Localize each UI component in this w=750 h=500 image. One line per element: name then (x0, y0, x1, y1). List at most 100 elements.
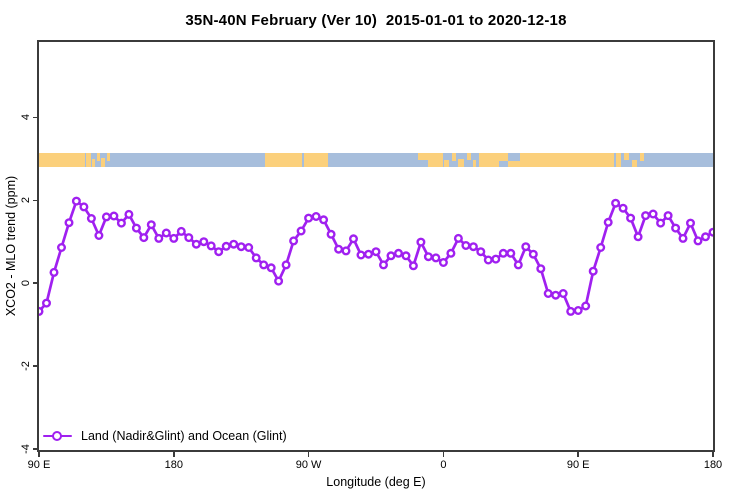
data-point-marker (349, 234, 359, 244)
data-point-marker (79, 202, 89, 212)
data-point-marker (461, 240, 471, 250)
data-point-marker (618, 203, 628, 213)
land-segment (466, 152, 472, 160)
coastline-strip (39, 152, 713, 168)
land-segment (507, 160, 520, 168)
land-segment (616, 152, 621, 168)
plot-border-left (37, 40, 39, 452)
data-point-marker (603, 217, 613, 227)
land-segment (639, 152, 645, 162)
plot-border-top (37, 40, 715, 42)
x-tick-label: 90 E (27, 459, 51, 471)
data-point-marker (708, 227, 713, 237)
data-point-marker (423, 252, 433, 262)
series-line (39, 198, 713, 313)
data-point-marker (266, 263, 276, 273)
land-segment (472, 159, 477, 168)
data-point-marker (438, 257, 448, 267)
data-point-marker (214, 247, 224, 257)
plot-border-right (713, 40, 715, 452)
x-tick-label: 90 W (295, 459, 322, 471)
data-point-marker (521, 242, 531, 252)
data-point-marker (251, 253, 261, 263)
y-tick-mark (33, 199, 38, 202)
data-point-marker (671, 223, 681, 233)
data-point-marker (394, 248, 404, 258)
x-tick-label: 180 (164, 459, 183, 471)
data-point-marker (416, 237, 426, 247)
data-point-marker (199, 237, 209, 247)
data-point-marker (49, 267, 59, 277)
data-point-marker (498, 248, 508, 258)
data-point-marker (581, 301, 591, 311)
data-point-marker (326, 229, 336, 239)
chart-title: 35N-40N February (Ver 10) 2015-01-01 to … (185, 12, 567, 29)
legend-line-marker-icon (43, 428, 72, 444)
land-segment (519, 152, 615, 168)
data-series-svg (39, 196, 713, 316)
data-point-marker (468, 242, 478, 252)
data-point-marker (206, 241, 216, 251)
legend-open-circle-icon (52, 430, 63, 441)
data-point-marker (169, 233, 179, 243)
data-point-marker (64, 218, 74, 228)
data-point-marker (648, 209, 658, 219)
data-point-marker (124, 209, 134, 219)
data-point-marker (566, 306, 576, 316)
data-point-marker (191, 239, 201, 249)
data-point-marker (663, 211, 673, 221)
data-point-marker (311, 211, 321, 221)
x-tick-mark (173, 452, 175, 457)
data-point-marker (161, 228, 171, 238)
data-point-marker (453, 233, 463, 243)
data-point-marker (408, 261, 418, 271)
data-point-marker (94, 230, 104, 240)
data-point-marker (154, 233, 164, 243)
data-point-marker (693, 236, 703, 246)
data-point-marker (551, 290, 561, 300)
data-point-marker (244, 242, 254, 252)
data-point-marker (633, 232, 643, 242)
data-point-marker (259, 260, 269, 270)
data-point-marker (176, 226, 186, 236)
data-point-marker (229, 239, 239, 249)
data-point-marker (281, 260, 291, 270)
land-segment (444, 159, 449, 168)
land-segment (479, 152, 499, 168)
data-point-marker (341, 246, 351, 256)
data-point-marker (506, 248, 516, 258)
y-tick-mark (33, 448, 38, 450)
land-segment (97, 152, 101, 161)
data-point-marker (701, 232, 711, 242)
data-point-marker (71, 196, 81, 206)
data-point-marker (41, 298, 51, 308)
data-point-marker (401, 251, 411, 261)
data-point-marker (86, 213, 96, 223)
land-segment (428, 152, 444, 168)
data-point-marker (236, 242, 246, 252)
data-point-marker (491, 254, 501, 264)
data-point-marker (611, 198, 621, 208)
data-point-marker (221, 241, 231, 251)
data-point-marker (379, 260, 389, 270)
data-point-marker (558, 288, 568, 298)
data-point-marker (146, 220, 156, 230)
x-axis-title: Longitude (deg E) (326, 475, 426, 489)
data-point-marker (101, 212, 111, 222)
data-point-marker (431, 253, 441, 263)
plot-border-bottom (37, 450, 715, 452)
data-point-marker (116, 218, 126, 228)
x-tick-mark (38, 452, 40, 457)
data-point-marker (39, 306, 44, 316)
y-tick-mark (33, 365, 38, 367)
data-point-marker (476, 247, 486, 257)
y-tick-mark (33, 116, 38, 119)
data-point-marker (289, 236, 299, 246)
land-segment (86, 152, 91, 168)
data-point-marker (543, 288, 553, 298)
data-point-marker (588, 266, 598, 276)
y-tick-mark (33, 282, 38, 284)
data-point-marker (57, 242, 67, 252)
x-tick-mark (442, 452, 445, 457)
